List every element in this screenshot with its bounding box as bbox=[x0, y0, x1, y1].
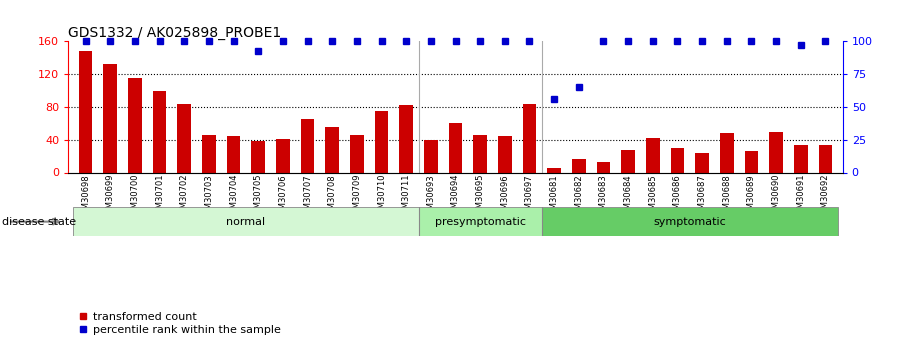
Bar bbox=[276, 139, 290, 172]
Text: disease state: disease state bbox=[2, 217, 76, 227]
Bar bbox=[79, 51, 92, 172]
Text: GDS1332 / AK025898_PROBE1: GDS1332 / AK025898_PROBE1 bbox=[68, 26, 281, 40]
Bar bbox=[542, 207, 838, 236]
Text: normal: normal bbox=[226, 217, 265, 227]
Bar bbox=[301, 119, 314, 172]
Bar bbox=[251, 141, 265, 172]
Bar bbox=[418, 207, 542, 236]
Bar bbox=[819, 145, 832, 172]
Bar bbox=[498, 136, 512, 172]
Bar bbox=[720, 133, 733, 172]
Bar bbox=[572, 159, 586, 172]
Bar bbox=[128, 78, 142, 172]
Bar bbox=[399, 105, 413, 172]
Bar bbox=[325, 127, 339, 172]
Bar bbox=[104, 64, 117, 172]
Bar bbox=[424, 140, 437, 172]
Bar bbox=[350, 135, 363, 172]
Bar bbox=[548, 168, 561, 172]
Bar bbox=[449, 123, 462, 172]
Bar bbox=[153, 90, 167, 172]
Bar bbox=[227, 136, 241, 172]
Bar bbox=[523, 105, 537, 172]
Bar bbox=[621, 150, 635, 172]
Bar bbox=[202, 135, 216, 172]
Bar bbox=[670, 148, 684, 172]
Text: symptomatic: symptomatic bbox=[653, 217, 726, 227]
Bar bbox=[73, 207, 418, 236]
Bar bbox=[374, 111, 388, 172]
Bar bbox=[646, 138, 660, 172]
Bar bbox=[794, 146, 807, 172]
Bar bbox=[178, 104, 191, 172]
Text: presymptomatic: presymptomatic bbox=[435, 217, 526, 227]
Bar bbox=[744, 151, 758, 172]
Bar bbox=[597, 162, 610, 172]
Bar bbox=[474, 135, 487, 172]
Bar bbox=[695, 153, 709, 172]
Legend: transformed count, percentile rank within the sample: transformed count, percentile rank withi… bbox=[74, 307, 285, 339]
Bar bbox=[769, 132, 783, 172]
